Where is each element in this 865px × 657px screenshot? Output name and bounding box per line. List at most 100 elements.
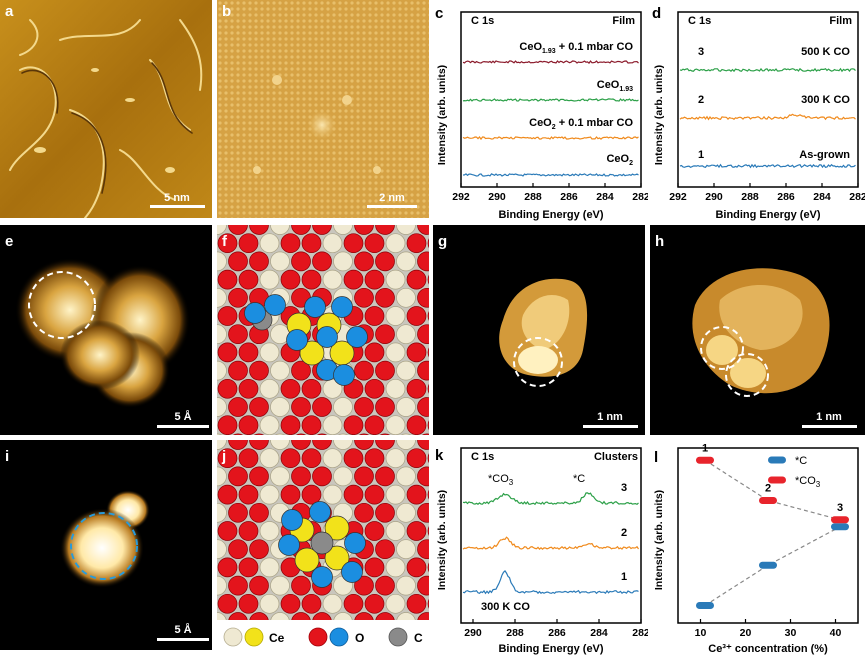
ce-atom — [259, 378, 280, 399]
o-atom — [238, 521, 259, 541]
o-atom — [354, 251, 374, 272]
ce-atom — [322, 484, 343, 505]
panel-d-axes — [677, 11, 859, 188]
o-atom — [280, 378, 301, 399]
panel-e-stm-image: 5 Å e — [0, 225, 212, 435]
ce-atom — [217, 251, 227, 272]
panel-l-point — [696, 602, 714, 609]
panel-d-trace-num: 1 — [698, 149, 704, 161]
panel-d-trace-num: 2 — [698, 94, 704, 106]
o-atom — [249, 502, 269, 523]
o-atom — [417, 539, 429, 560]
o-atom — [249, 612, 269, 620]
ce-atom — [385, 342, 406, 363]
o-icon — [308, 627, 328, 647]
ce-atom — [396, 360, 416, 381]
o-atom — [375, 397, 395, 417]
o-atom — [249, 251, 269, 272]
o-atom — [228, 324, 248, 345]
ce-atom — [396, 440, 416, 450]
o-atom — [421, 433, 429, 435]
cluster-atom — [304, 296, 326, 318]
o-atom — [238, 269, 259, 290]
o-atom — [228, 287, 248, 308]
panel-f-image — [217, 225, 429, 435]
panel-f-label: f — [222, 233, 227, 250]
ce-atom — [259, 342, 280, 363]
o-atom — [343, 448, 364, 469]
panel-l-trend-line — [704, 459, 841, 521]
o-atom — [228, 575, 248, 596]
o-atom — [217, 269, 238, 290]
ce-atom — [217, 440, 227, 450]
panel-k-title: C 1s — [471, 451, 494, 463]
panel-c-note: Film — [612, 15, 635, 27]
o-atom — [238, 378, 259, 399]
o-atom — [364, 306, 385, 326]
o-atom — [354, 397, 374, 417]
o-atom — [249, 360, 269, 381]
panel-d-label: d — [652, 5, 661, 22]
ce-atom — [217, 502, 227, 523]
ce-atom — [396, 397, 416, 417]
panel-k-axes — [460, 447, 642, 624]
cluster-atom — [333, 364, 355, 386]
o-atom — [301, 448, 322, 469]
panel-i-label: i — [5, 448, 10, 465]
panel-k-trace-num: 3 — [621, 482, 627, 494]
panel-d-xps-plot: Intensity (arb. units) d C 1s Film 3 500 … — [650, 0, 865, 225]
ce-atom — [217, 612, 227, 620]
o-atom — [354, 360, 374, 381]
o-atom — [228, 466, 248, 487]
ce-atom — [333, 466, 353, 487]
o-atom — [228, 360, 248, 381]
o-atom — [312, 440, 332, 450]
ce-atom — [270, 440, 290, 450]
panel-c-trace-label: CeO1.93 + 0.1 mbar CO — [519, 41, 633, 55]
o-atom — [427, 347, 429, 358]
o-atom — [280, 233, 301, 254]
panel-l-label: l — [654, 449, 658, 466]
o-atom — [364, 378, 385, 399]
cluster-atom — [299, 340, 325, 366]
o-atom — [291, 360, 311, 381]
o-atom — [249, 225, 269, 235]
panel-l-point — [831, 523, 849, 531]
o-atom — [280, 593, 301, 614]
ce-atom — [385, 521, 406, 541]
tick-label: 282 — [632, 627, 648, 639]
ce-atom — [396, 225, 416, 235]
ce-atom — [322, 448, 343, 469]
ce-atom — [400, 433, 412, 435]
tick-label: 286 — [777, 191, 795, 203]
o-atom — [417, 502, 429, 523]
ce-icon — [223, 627, 243, 647]
panel-c-svg: Intensity (arb. units) c C 1s Film CeO1.… — [435, 5, 648, 221]
panel-c-trace — [462, 60, 639, 64]
tick-label: 290 — [705, 191, 723, 203]
ce-atom — [385, 269, 406, 290]
o-atom — [427, 274, 429, 285]
panel-l-legend-label: *C — [795, 455, 807, 467]
o-atom — [427, 562, 429, 573]
o-atom — [375, 575, 395, 596]
ce-atom — [337, 433, 349, 435]
panel-l-chart: Intensity (arb. units) l 10 20 30 40 1 2 3 *C *C… — [650, 440, 865, 657]
panel-k-peak-co3: *CO3 — [488, 473, 514, 487]
panel-i-image: 5 Å — [60, 490, 209, 641]
o-atom — [312, 225, 332, 235]
o-atom — [217, 233, 238, 254]
ce-atom — [396, 324, 416, 345]
panel-b-label: b — [222, 3, 232, 20]
panel-k-trace — [462, 569, 639, 595]
ce-atom — [322, 593, 343, 614]
ce-atom — [396, 502, 416, 523]
ce-atom — [396, 539, 416, 560]
o-atom — [406, 448, 427, 469]
cluster-atom — [311, 566, 333, 588]
ce-atom — [274, 433, 286, 435]
ce-atom — [259, 269, 280, 290]
o-atom — [238, 415, 259, 435]
cluster-atom — [244, 302, 266, 324]
panel-l-xtick: 10 — [695, 627, 707, 639]
